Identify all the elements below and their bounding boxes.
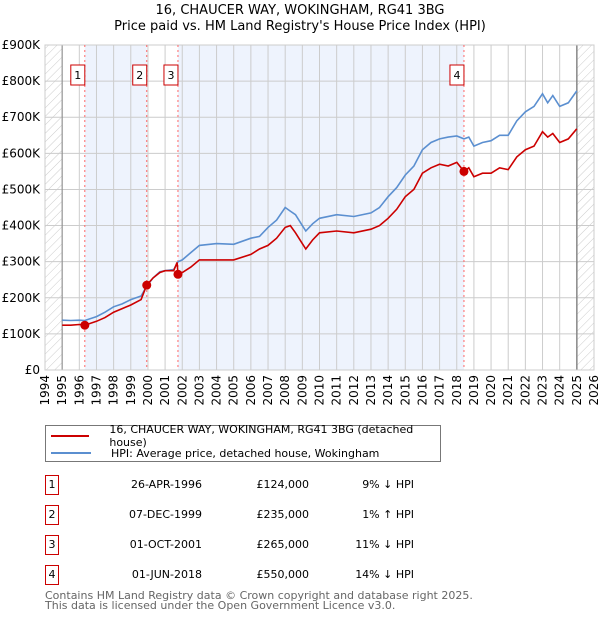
sale-row: 3 01-OCT-2001 £265,000 11% ↓ HPI xyxy=(45,535,445,555)
x-tick-label: 2025 xyxy=(570,375,584,406)
sale-hpi-diff: 11% ↓ HPI xyxy=(355,538,414,551)
x-tick-label: 2013 xyxy=(364,375,378,406)
x-tick-label: 2001 xyxy=(158,375,172,406)
x-tick-label: 2002 xyxy=(175,375,189,406)
x-tick-label: 2024 xyxy=(553,375,567,406)
legend-swatch-red xyxy=(51,435,90,437)
legend-label: HPI: Average price, detached house, Woki… xyxy=(111,446,380,460)
x-tick-label: 2012 xyxy=(347,375,361,406)
x-tick-label: 2019 xyxy=(467,375,481,406)
sale-date: 01-OCT-2001 xyxy=(129,538,202,551)
hatched-region-before xyxy=(45,45,63,370)
x-tick-label: 2022 xyxy=(518,375,532,406)
hatched-region-after xyxy=(576,45,594,370)
x-tick-label: 1998 xyxy=(107,375,121,406)
x-tick-label: 1995 xyxy=(55,375,69,406)
sale-date: 07-DEC-1999 xyxy=(128,508,202,521)
price-chart: 1994 1995 1996 1997 1998 1999 2000 2001 2002 2003… xyxy=(2,38,600,406)
sale-row: 1 26-APR-1996 £124,000 9% ↓ HPI xyxy=(45,475,445,495)
y-tick-label: £300K xyxy=(2,255,42,269)
sale-price: £265,000 xyxy=(256,538,310,551)
sale-hpi-diff: 9% ↓ HPI xyxy=(362,478,414,491)
x-tick-label: 1994 xyxy=(38,375,52,406)
x-tick-label: 2009 xyxy=(295,375,309,406)
sale-label-box xyxy=(449,64,465,86)
sale-number-badge: 2 xyxy=(45,505,59,525)
ownership-shade xyxy=(84,45,147,370)
y-tick-label: £0 xyxy=(25,363,40,377)
sale-number-badge: 1 xyxy=(45,475,59,495)
sale-number-badge: 3 xyxy=(45,535,59,555)
legend-item-hpi: HPI: Average price, detached house, Woki… xyxy=(46,445,379,461)
sale-date: 01-JUN-2018 xyxy=(131,568,202,581)
sale-date: 26-APR-1996 xyxy=(130,478,202,491)
footer-copyright: Contains HM Land Registry data © Crown c… xyxy=(45,589,473,602)
chart-title: 16, CHAUCER WAY, WOKINGHAM, RG41 3BG xyxy=(155,3,445,18)
y-tick-label: £400K xyxy=(2,219,42,233)
x-tick-label: 2017 xyxy=(433,375,447,406)
sale-point xyxy=(173,269,183,279)
sale-row: 4 01-JUN-2018 £550,000 14% ↓ HPI xyxy=(45,565,445,585)
chart-subtitle: Price paid vs. HM Land Registry's House … xyxy=(114,19,486,34)
sale-point xyxy=(80,320,90,330)
sale-price: £124,000 xyxy=(256,478,310,491)
sale-label-box xyxy=(70,64,86,86)
sale-number-badge: 4 xyxy=(45,565,59,585)
x-tick-label: 2008 xyxy=(278,375,292,406)
legend-item-property: 16, CHAUCER WAY, WOKINGHAM, RG41 3BG (de… xyxy=(46,423,440,449)
x-tick-label: 2004 xyxy=(210,375,224,406)
x-tick-label: 2003 xyxy=(192,375,206,406)
sale-label-number: 1 xyxy=(74,69,81,82)
x-tick-label: 2016 xyxy=(415,375,429,406)
x-tick-label: 2023 xyxy=(536,375,550,406)
sale-label-number: 3 xyxy=(167,69,174,82)
x-tick-label: 2005 xyxy=(227,375,241,406)
y-tick-label: £200K xyxy=(2,291,42,305)
sale-label-number: 4 xyxy=(453,69,460,82)
sale-hpi-diff: 14% ↓ HPI xyxy=(355,568,414,581)
sale-point xyxy=(142,280,152,290)
x-tick-label: 1997 xyxy=(89,375,103,406)
x-tick-label: 2007 xyxy=(261,375,275,406)
sale-price: £550,000 xyxy=(256,568,310,581)
legend-label: 16, CHAUCER WAY, WOKINGHAM, RG41 3BG (de… xyxy=(109,423,414,449)
sale-price: £235,000 xyxy=(256,508,310,521)
y-tick-label: £800K xyxy=(2,74,42,88)
sale-row: 2 07-DEC-1999 £235,000 1% ↑ HPI xyxy=(45,505,445,525)
x-tick-label: 2006 xyxy=(244,375,258,406)
legend: 16, CHAUCER WAY, WOKINGHAM, RG41 3BG (de… xyxy=(45,423,441,462)
y-tick-label: £900K xyxy=(2,38,42,52)
x-tick-label: 2000 xyxy=(141,375,155,406)
x-tick-label: 2014 xyxy=(381,375,395,406)
x-tick-label: 2010 xyxy=(313,375,327,406)
x-tick-label: 2026 xyxy=(587,375,600,406)
x-tick-label: 1999 xyxy=(124,375,138,406)
footer-licence: This data is licensed under the Open Gov… xyxy=(45,599,396,612)
y-tick-label: £700K xyxy=(2,110,42,124)
x-tick-label: 2021 xyxy=(501,375,515,406)
ownership-shade xyxy=(177,45,464,370)
y-tick-label: £100K xyxy=(2,327,42,341)
x-tick-label: 2018 xyxy=(450,375,464,406)
y-tick-label: £600K xyxy=(2,146,42,160)
y-tick-label: £500K xyxy=(2,182,42,196)
plot-border xyxy=(44,44,595,371)
sale-point xyxy=(459,166,469,176)
sale-label-box xyxy=(163,64,179,86)
x-tick-label: 1996 xyxy=(72,375,86,406)
x-tick-label: 2015 xyxy=(398,375,412,406)
sale-hpi-diff: 1% ↑ HPI xyxy=(362,508,414,521)
sale-label-box xyxy=(132,64,148,86)
x-tick-label: 2020 xyxy=(484,375,498,406)
legend-swatch-blue xyxy=(51,452,91,454)
sale-label-number: 2 xyxy=(136,69,143,82)
x-tick-label: 2011 xyxy=(330,375,344,406)
